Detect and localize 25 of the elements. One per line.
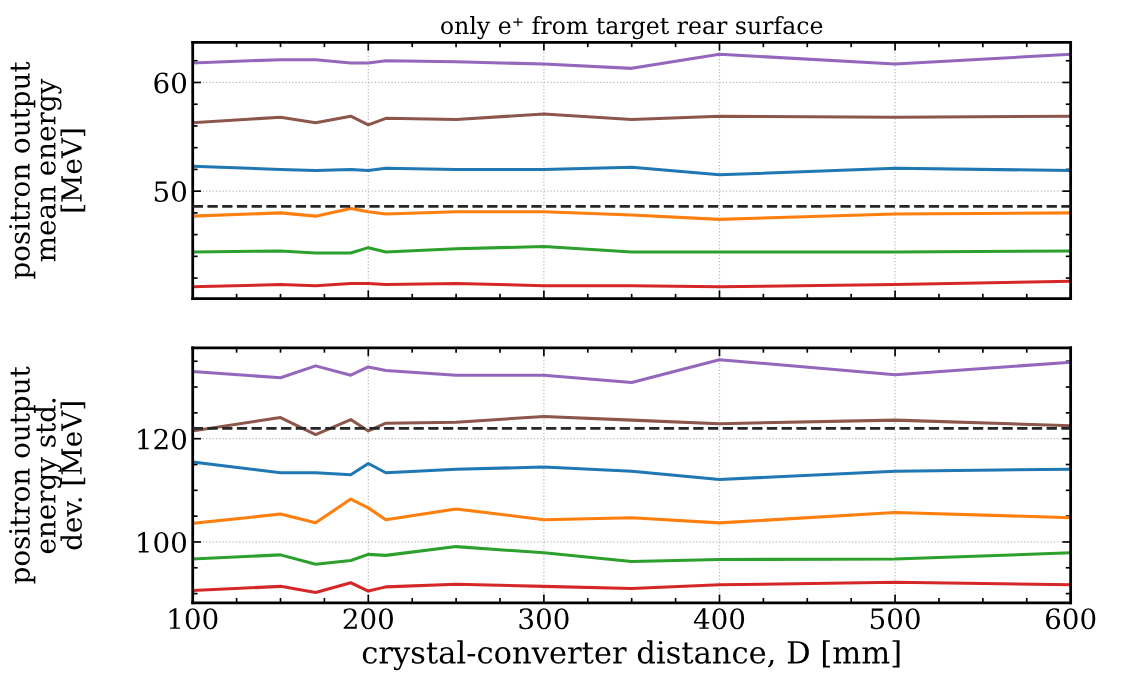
y-axis-title: positron output energy std. dev. [MeV] [9, 366, 86, 584]
line-series [192, 414, 1071, 437]
y-tick-label: 60 [154, 72, 187, 94]
y-axis-title: positron output mean energy [MeV] [9, 61, 86, 279]
line-series [192, 545, 1071, 566]
x-tick-label: 500 [870, 608, 920, 630]
y-tick-label: 50 [154, 181, 187, 203]
line-series [192, 52, 1071, 70]
x-tick-label: 300 [519, 608, 569, 630]
x-tick-label: 400 [693, 608, 745, 630]
chart-title: only e⁺ from target rear surface [441, 16, 823, 40]
line-series [192, 207, 1071, 221]
y-tick-label: 100 [138, 531, 187, 553]
line-series [192, 245, 1071, 255]
line-series [192, 460, 1071, 482]
line-series [192, 497, 1071, 525]
line-series [192, 580, 1071, 595]
x-tick-label: 100 [169, 608, 218, 630]
y-tick-label: 120 [138, 428, 187, 450]
line-series [192, 164, 1071, 177]
x-tick-label: 600 [1046, 608, 1096, 630]
line-series [192, 358, 1071, 384]
line-series [192, 112, 1071, 127]
x-tick-label: 200 [343, 608, 393, 630]
x-axis-title: crystal-converter distance, D [mm] [362, 640, 900, 671]
